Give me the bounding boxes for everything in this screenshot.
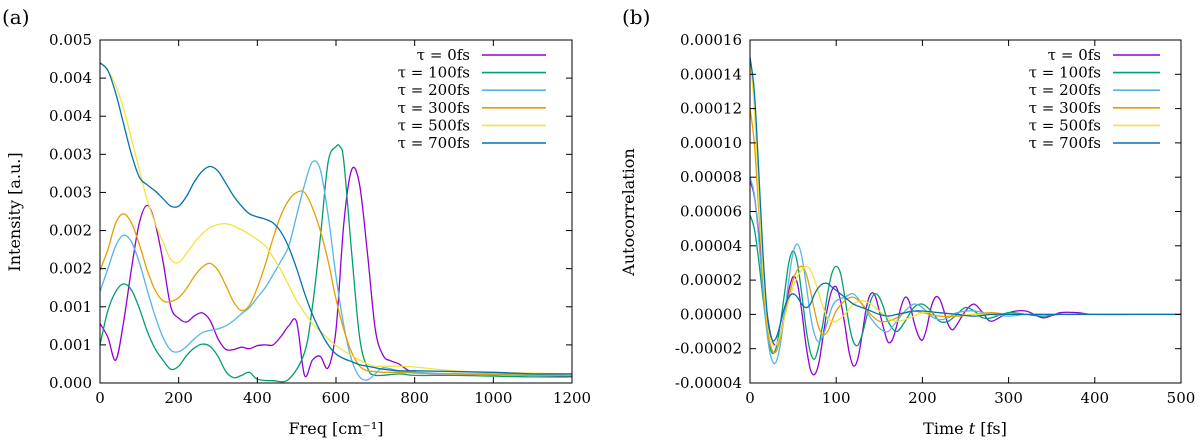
panel-a-legend-label-4: τ = 500fs — [398, 116, 470, 134]
panel-a-x-tick-label: 1200 — [553, 389, 591, 407]
panel-b-x-axis-label: Time t [fs] — [923, 419, 1007, 438]
panel-a-y-tick-label: 0.002 — [49, 222, 92, 240]
panel-b-series-line-4 — [750, 57, 1181, 347]
panel-a-series-line-2 — [100, 160, 572, 381]
panel-a-x-tick-label: 200 — [164, 389, 193, 407]
panel-a-series-line-1 — [100, 144, 572, 383]
panel-b-y-tick-label: 0.00004 — [680, 237, 742, 255]
panel-b-legend-label-2: τ = 200fs — [1029, 81, 1101, 99]
panel-b-y-tick-label: 0.00016 — [680, 31, 742, 49]
panel-b-legend-label-3: τ = 300fs — [1029, 99, 1101, 117]
panel-a-legend-label-3: τ = 300fs — [398, 99, 470, 117]
panel-b-x-tick-label: 300 — [994, 389, 1023, 407]
panel-b-legend-label-4: τ = 500fs — [1029, 116, 1101, 134]
panel-a-y-tick-label: 0.001 — [49, 298, 92, 316]
panel-b-y-tick-label: 0.00002 — [680, 271, 742, 289]
panel-b-label: (b) — [622, 5, 650, 29]
panel-a-series-line-4 — [100, 62, 572, 375]
panel-b-y-tick-label: -0.00002 — [675, 340, 742, 358]
panel-a-series-line-3 — [100, 190, 572, 377]
panel-b-series-line-5 — [750, 57, 1181, 342]
panel-b-legend-label-1: τ = 100fs — [1029, 64, 1101, 82]
panel-b: (b) 0 100 200 300 400 500 -0.00004 -0.00002 0.00… — [619, 5, 1195, 438]
panel-a-x-tick-label: 800 — [400, 389, 429, 407]
panel-b-x-tick-label: 500 — [1167, 389, 1196, 407]
panel-b-y-axis-label: Autocorrelation — [619, 148, 638, 276]
panel-a-label: (a) — [2, 5, 30, 29]
panel-a-series-line-0 — [100, 166, 572, 378]
panel-a-axes: 0 200 400 600 800 1000 1200 0.000 0.001 0.001 0.00… — [49, 31, 591, 407]
panel-a-y-axis-label: Intensity [a.u.] — [5, 152, 24, 271]
panel-a-legend-label-2: τ = 200fs — [398, 81, 470, 99]
panel-b-y-tick-label: 0.00006 — [680, 203, 742, 221]
panel-a-y-tick-label: 0.004 — [49, 69, 92, 87]
panel-b-y-tick-label: 0.00000 — [680, 305, 742, 323]
panel-a-x-tick-label: 400 — [243, 389, 272, 407]
panel-a-y-tick-label: 0.004 — [49, 107, 92, 125]
panel-a-y-tick-label: 0.002 — [49, 260, 92, 278]
panel-a: (a) 0 200 400 600 800 1000 1200 0.000 0.001 0.001… — [2, 5, 591, 438]
panel-a-x-tick-label: 1000 — [474, 389, 512, 407]
panel-b-plot-area — [750, 57, 1181, 376]
panel-a-x-axis-label: Freq [cm⁻¹] — [288, 419, 383, 438]
panel-b-y-tick-label: 0.00014 — [680, 65, 742, 83]
panel-b-legend-label-5: τ = 700fs — [1029, 134, 1101, 152]
panel-a-y-tick-label: 0.005 — [49, 31, 92, 49]
panel-b-y-tick-label: 0.00008 — [680, 168, 742, 186]
panel-b-series-line-1 — [750, 214, 1181, 360]
panel-b-series-line-3 — [750, 108, 1181, 354]
panel-a-y-tick-label: 0.001 — [49, 336, 92, 354]
panel-a-y-tick-label: 0.000 — [49, 374, 92, 392]
panel-b-series-line-2 — [750, 177, 1181, 365]
panel-a-legend-label-5: τ = 700fs — [398, 134, 470, 152]
panel-a-y-tick-label: 0.003 — [49, 183, 92, 201]
panel-a-y-tick-label: 0.003 — [49, 145, 92, 163]
panel-b-x-tick-label: 200 — [908, 389, 937, 407]
panel-a-x-tick-label: 600 — [322, 389, 351, 407]
panel-a-legend-label-0: τ = 0fs — [417, 46, 470, 64]
panel-b-series-line-0 — [750, 180, 1181, 376]
panel-b-x-tick-label: 100 — [822, 389, 851, 407]
panel-b-y-tick-label: 0.00012 — [680, 100, 742, 118]
panel-b-frame — [749, 39, 1182, 384]
panel-b-x-tick-label: 0 — [745, 389, 755, 407]
panel-a-legend-label-1: τ = 100fs — [398, 64, 470, 82]
panel-b-legend-label-0: τ = 0fs — [1048, 46, 1101, 64]
panel-b-x-tick-label: 400 — [1080, 389, 1109, 407]
panel-b-y-tick-label: -0.00004 — [675, 374, 742, 392]
panel-a-series-line-5 — [100, 62, 572, 375]
panel-b-y-tick-label: 0.00010 — [680, 134, 742, 152]
panel-b-axes: 0 100 200 300 400 500 -0.00004 -0.00002 0.00000 0… — [675, 31, 1195, 407]
panel-a-plot-area — [100, 62, 572, 383]
panel-a-x-tick-label: 0 — [95, 389, 105, 407]
